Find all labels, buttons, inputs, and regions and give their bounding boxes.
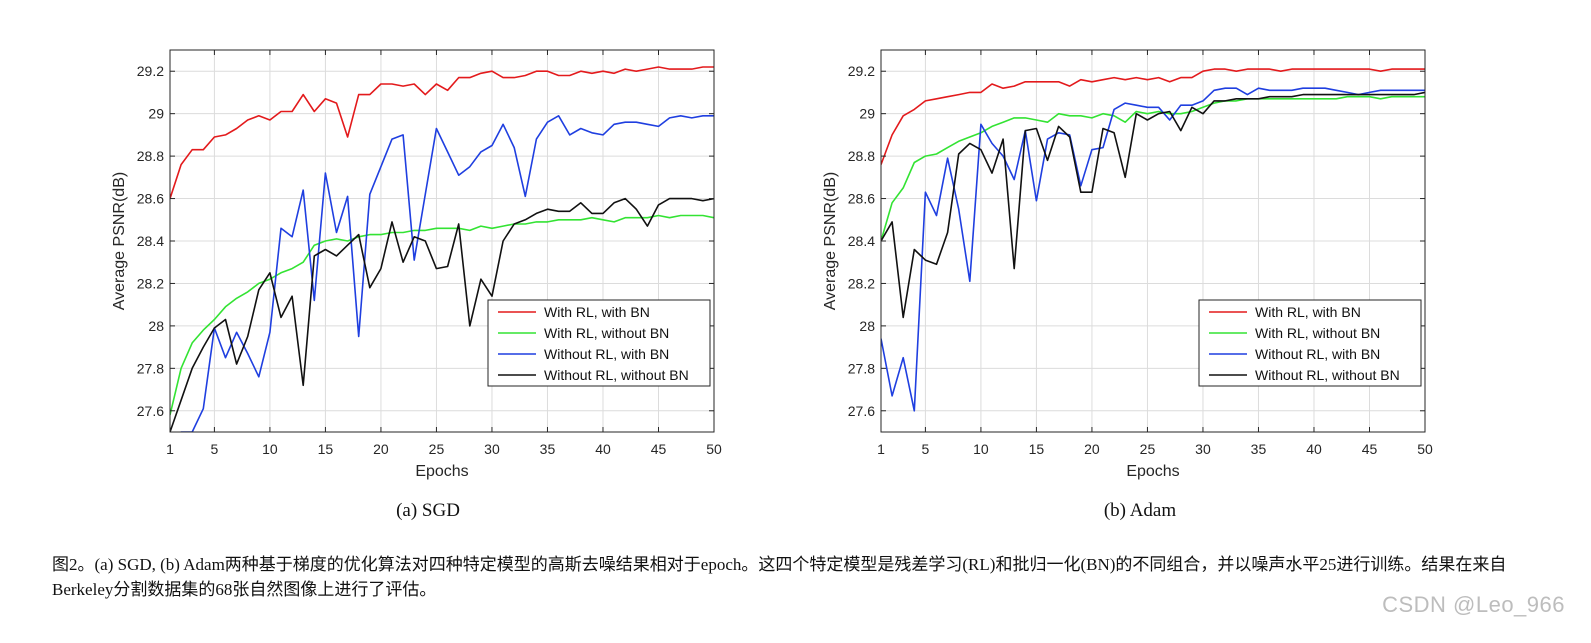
y-tick-label: 27.6 bbox=[137, 403, 164, 419]
legend-label-without-rl-without-bn: Without RL, without BN bbox=[1255, 367, 1400, 383]
x-tick-label: 40 bbox=[1306, 441, 1322, 457]
legend-label-without-rl-with-bn: Without RL, with BN bbox=[544, 346, 669, 362]
subfigure-caption: (a) SGD bbox=[396, 500, 460, 521]
series-line-with-rl-with-bn bbox=[881, 68, 1425, 165]
y-tick-label: 28.2 bbox=[848, 275, 875, 291]
x-tick-label: 25 bbox=[1140, 441, 1156, 457]
y-tick-label: 28.8 bbox=[848, 148, 875, 164]
x-tick-label: 35 bbox=[1251, 441, 1267, 457]
y-tick-label: 28.4 bbox=[137, 233, 164, 249]
x-tick-label: 50 bbox=[1417, 441, 1433, 457]
y-axis-label: Average PSNR(dB) bbox=[822, 172, 839, 310]
y-tick-label: 28.4 bbox=[848, 233, 875, 249]
x-tick-label: 45 bbox=[1362, 441, 1378, 457]
y-tick-label: 28 bbox=[859, 318, 875, 334]
legend-label-with-rl-without-bn: With RL, without BN bbox=[544, 325, 669, 341]
series-line-without-rl-with-bn bbox=[881, 87, 1425, 412]
y-tick-label: 29 bbox=[859, 106, 875, 122]
series-line-without-rl-without-bn bbox=[170, 197, 714, 432]
series-group bbox=[881, 68, 1425, 412]
legend-label-with-rl-with-bn: With RL, with BN bbox=[544, 304, 650, 320]
series-line-without-rl-with-bn bbox=[180, 115, 714, 432]
y-tick-label: 29.2 bbox=[137, 63, 164, 79]
x-tick-label: 35 bbox=[540, 441, 556, 457]
y-tick-label: 27.8 bbox=[848, 360, 875, 376]
legend-label-with-rl-with-bn: With RL, with BN bbox=[1255, 304, 1361, 320]
x-axis-label: Epochs bbox=[1126, 463, 1179, 480]
series-line-with-rl-with-bn bbox=[170, 66, 714, 199]
legend-box bbox=[1198, 299, 1422, 387]
y-axis-label: Average PSNR(dB) bbox=[111, 172, 128, 310]
subfigure-caption: (b) Adam bbox=[1104, 500, 1177, 521]
ticks bbox=[880, 50, 1426, 432]
x-tick-label: 25 bbox=[429, 441, 445, 457]
x-tick-label: 15 bbox=[1029, 441, 1045, 457]
series-group bbox=[170, 66, 714, 432]
legend-box bbox=[487, 299, 711, 387]
x-tick-label: 50 bbox=[706, 441, 722, 457]
series-line-without-rl-without-bn bbox=[881, 91, 1425, 319]
x-tick-label: 30 bbox=[484, 441, 500, 457]
legend: With RL, with BN With RL, without BN Witho… bbox=[487, 299, 711, 387]
x-tick-label: 45 bbox=[651, 441, 667, 457]
chart-sgd: 1 5 10 15 20 25 30 35 40 45 5027.627.82828.228.428… bbox=[111, 49, 722, 521]
y-tick-label: 28.8 bbox=[137, 148, 164, 164]
series-line-with-rl-without-bn bbox=[881, 95, 1425, 242]
x-tick-label: 10 bbox=[262, 441, 278, 457]
x-tick-label: 20 bbox=[373, 441, 389, 457]
ticks bbox=[169, 50, 715, 432]
series-line-with-rl-without-bn bbox=[170, 214, 714, 416]
figure-caption: 图2。(a) SGD, (b) Adam两种基于梯度的优化算法对四种特定模型的高… bbox=[52, 555, 1507, 599]
y-tick-label: 27.6 bbox=[848, 403, 875, 419]
legend: With RL, with BN With RL, without BN Witho… bbox=[1198, 299, 1422, 387]
x-tick-label: 5 bbox=[211, 441, 219, 457]
y-tick-label: 27.8 bbox=[137, 360, 164, 376]
x-axis-label: Epochs bbox=[415, 463, 468, 480]
x-tick-label: 20 bbox=[1084, 441, 1100, 457]
y-tick-label: 29 bbox=[148, 106, 164, 122]
legend-label-without-rl-with-bn: Without RL, with BN bbox=[1255, 346, 1380, 362]
x-tick-label: 10 bbox=[973, 441, 989, 457]
x-tick-label: 40 bbox=[595, 441, 611, 457]
legend-label-with-rl-without-bn: With RL, without BN bbox=[1255, 325, 1380, 341]
x-tick-label: 1 bbox=[166, 441, 174, 457]
x-tick-label: 15 bbox=[318, 441, 334, 457]
y-tick-label: 29.2 bbox=[848, 63, 875, 79]
csdn-watermark: CSDN @Leo_966 bbox=[1382, 592, 1565, 617]
y-tick-label: 28 bbox=[148, 318, 164, 334]
y-tick-label: 28.2 bbox=[137, 275, 164, 291]
legend-label-without-rl-without-bn: Without RL, without BN bbox=[544, 367, 689, 383]
x-tick-label: 30 bbox=[1195, 441, 1211, 457]
y-tick-label: 28.6 bbox=[848, 191, 875, 207]
chart-adam: 1 5 10 15 20 25 30 35 40 45 5027.627.82828.228.428… bbox=[822, 49, 1433, 521]
x-tick-label: 5 bbox=[922, 441, 930, 457]
x-tick-label: 1 bbox=[877, 441, 885, 457]
y-tick-label: 28.6 bbox=[137, 191, 164, 207]
